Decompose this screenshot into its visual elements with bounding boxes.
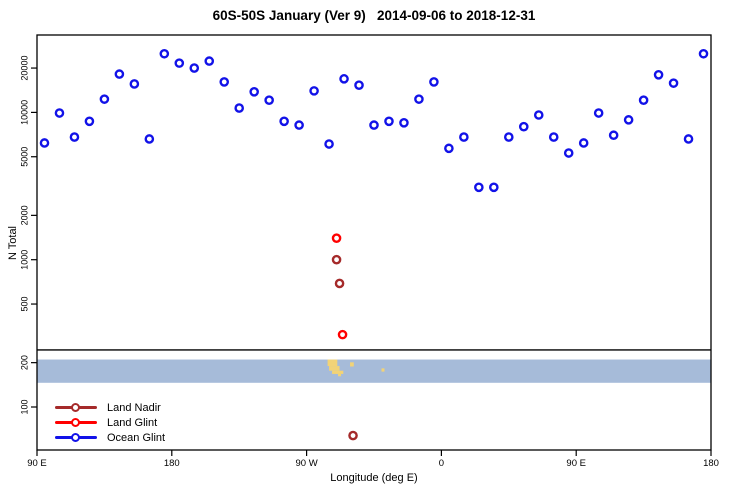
- map-strip-land: [338, 373, 342, 377]
- ocean-glint-point: [578, 138, 589, 148]
- ocean-glint-point: [309, 86, 319, 96]
- ocean-glint-point: [294, 120, 304, 130]
- ocean-glint-point: [69, 132, 80, 142]
- x-tick-label: 0: [439, 458, 444, 469]
- ocean-glint-point: [324, 139, 334, 149]
- land-nadir-point: [334, 278, 345, 289]
- map-strip-land: [327, 359, 338, 367]
- ocean-glint-point: [219, 77, 230, 87]
- x-tick-label: 90 W: [296, 458, 318, 469]
- ocean-glint-point: [593, 108, 604, 118]
- legend-label: Land Glint: [107, 416, 158, 429]
- land-glint-point: [337, 329, 348, 340]
- land-glint-point: [331, 233, 342, 243]
- ocean-glint-point: [279, 116, 289, 127]
- map-strip-land: [350, 362, 354, 367]
- ocean-glint-point: [384, 116, 394, 127]
- chart-title: 60S-50S January (Ver 9) 2014-09-06 to 20…: [212, 8, 536, 23]
- ocean-glint-point: [354, 80, 364, 90]
- map-strip-land: [381, 368, 385, 372]
- ocean-glint-point: [489, 182, 499, 193]
- ocean-glint-point: [39, 138, 50, 148]
- ocean-glint-point: [84, 116, 95, 127]
- ocean-glint-point: [668, 78, 679, 88]
- ocean-glint-point: [608, 130, 619, 141]
- ocean-glint-point: [653, 69, 664, 80]
- ocean-glint-point: [234, 103, 244, 113]
- ocean-glint-marker-icon: [55, 430, 97, 445]
- ocean-glint-point: [54, 108, 65, 118]
- land-nadir-marker-icon: [55, 400, 97, 415]
- ocean-glint-point: [144, 134, 155, 144]
- land-glint-marker-icon: [55, 415, 97, 430]
- ocean-glint-point: [414, 94, 424, 104]
- ocean-glint-point: [264, 95, 274, 106]
- land-nadir-point: [331, 254, 342, 265]
- ocean-glint-point: [174, 58, 185, 68]
- y-tick-label: 1000: [19, 250, 29, 270]
- y-tick-label: 500: [19, 297, 29, 312]
- legend-label: Land Nadir: [107, 401, 161, 414]
- ocean-glint-point: [518, 121, 529, 132]
- ocean-glint-point: [99, 94, 110, 104]
- x-tick-label: 90 E: [27, 458, 47, 469]
- x-axis-title: Longitude (deg E): [330, 472, 418, 484]
- ocean-glint-point: [503, 132, 514, 142]
- ocean-glint-point: [369, 120, 379, 130]
- legend-item-land-nadir: Land Nadir: [55, 400, 165, 415]
- y-tick-label: 2000: [19, 205, 29, 225]
- ocean-glint-point: [698, 48, 709, 59]
- plot-border: [36, 34, 712, 451]
- y-tick-label: 100: [19, 399, 29, 414]
- ocean-glint-point: [533, 110, 544, 120]
- x-tick-label: 180: [703, 458, 719, 469]
- map-strip-land: [329, 366, 340, 371]
- ocean-glint-point: [204, 56, 215, 66]
- y-tick-label: 200: [19, 355, 29, 370]
- y-tick-label: 5000: [19, 147, 29, 167]
- ocean-glint-point: [474, 182, 484, 193]
- ocean-glint-point: [444, 143, 454, 154]
- ocean-glint-point: [563, 148, 574, 158]
- map-strip-ocean: [37, 359, 711, 383]
- ocean-glint-point: [114, 69, 125, 79]
- legend-item-ocean-glint: Ocean Glint: [55, 430, 165, 445]
- legend-label: Ocean Glint: [107, 431, 166, 444]
- y-axis-title: N Total: [7, 225, 19, 261]
- ocean-glint-point: [159, 48, 170, 59]
- land-nadir-point: [348, 430, 358, 441]
- ocean-glint-point: [129, 79, 140, 89]
- ocean-glint-point: [683, 134, 694, 144]
- ocean-glint-point: [189, 63, 200, 73]
- y-tick-label: 20000: [19, 56, 29, 81]
- ocean-glint-point: [548, 132, 559, 142]
- legend: Land Nadir Land Glint Ocean Glint: [55, 400, 165, 445]
- legend-item-land-glint: Land Glint: [55, 415, 165, 430]
- ocean-glint-point: [623, 115, 634, 125]
- x-tick-label: 90 E: [566, 458, 586, 469]
- y-tick-label: 10000: [19, 100, 29, 125]
- ocean-glint-point: [339, 74, 349, 84]
- ocean-glint-point: [638, 95, 649, 106]
- ocean-glint-point: [399, 117, 409, 128]
- x-tick-label: 180: [164, 458, 180, 469]
- ocean-glint-point: [459, 132, 469, 142]
- ocean-glint-point: [249, 86, 259, 97]
- ocean-glint-point: [429, 77, 439, 87]
- map-strip-land: [332, 370, 344, 374]
